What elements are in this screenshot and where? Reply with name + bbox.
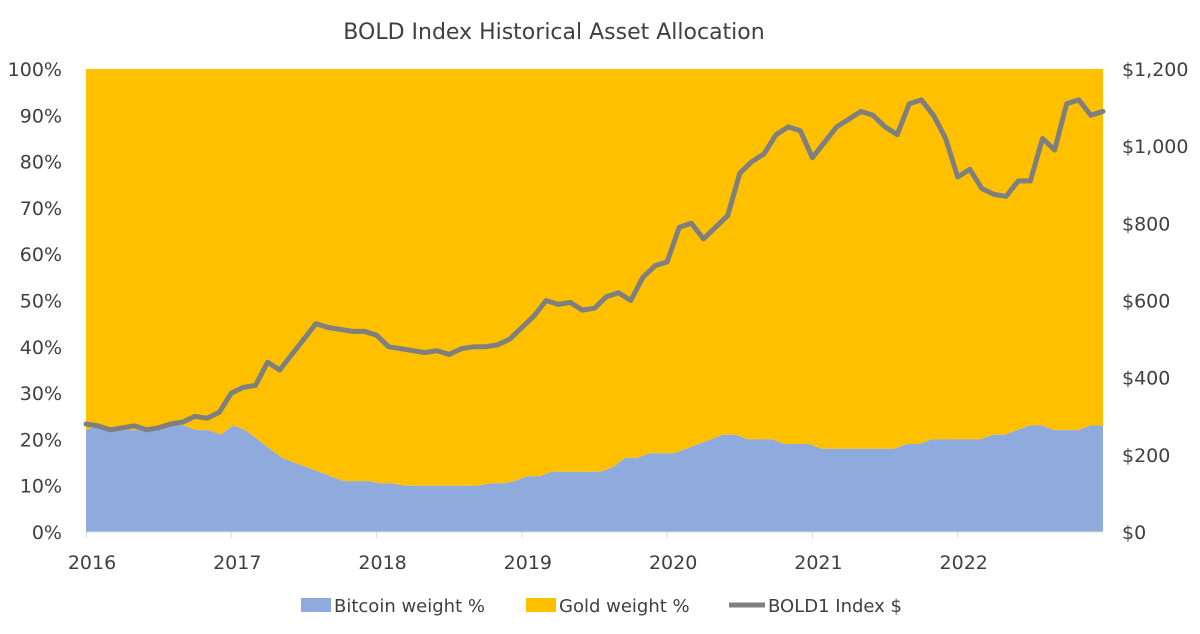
x-tick-label: 2020: [649, 552, 697, 574]
y-left-tick-label: 60%: [20, 244, 62, 266]
plot-lines: [83, 97, 1106, 433]
legend-label: Gold weight %: [559, 596, 690, 617]
y-left-tick-label: 30%: [20, 383, 62, 405]
legend: Bitcoin weight % Gold weight % BOLD1 Index…: [301, 596, 902, 617]
x-tick-label: 2016: [68, 552, 116, 574]
y-right-tick-label: $1,200: [1122, 59, 1188, 81]
x-tick-label: 2018: [358, 552, 406, 574]
plot-areas: [86, 69, 1103, 532]
x-tick-label: 2021: [794, 552, 842, 574]
y-left-tick-label: 70%: [20, 198, 62, 220]
legend-swatch: [526, 598, 556, 612]
legend-label: Bitcoin weight %: [334, 596, 485, 617]
bitcoin-weight-area: [86, 425, 1103, 532]
legend-label: BOLD1 Index $: [768, 596, 902, 617]
legend-swatch: [301, 598, 331, 612]
y-left-tick-label: 80%: [20, 152, 62, 174]
x-tick-label: 2017: [213, 552, 261, 574]
x-tick-label: 2022: [940, 552, 988, 574]
y-right-tick-label: $200: [1122, 445, 1170, 467]
y-left-tick-label: 50%: [20, 291, 62, 313]
y-left-tick-label: 100%: [8, 59, 62, 81]
x-tick-label: 2019: [504, 552, 552, 574]
chart-title: BOLD Index Historical Asset Allocation: [343, 20, 764, 45]
y-right-tick-label: $800: [1122, 213, 1170, 235]
y-left-tick-label: 90%: [20, 105, 62, 127]
y-right-tick-label: $600: [1122, 291, 1170, 313]
y-left-tick-label: 20%: [20, 429, 62, 451]
gold-weight-area: [86, 69, 1103, 486]
y-left-tick-label: 10%: [20, 476, 62, 498]
y-left-tick-label: 0%: [32, 522, 62, 544]
y-right-tick-label: $400: [1122, 368, 1170, 390]
y-right-tick-label: $1,000: [1122, 136, 1188, 158]
bold1-index-line: [83, 97, 1106, 433]
y-right-tick-label: $0: [1122, 522, 1146, 544]
axes: 0% 10% 20% 30% 40% 50% 60% 70% 80% 90% 100% $0 $200 $…: [8, 59, 1189, 574]
y-left-tick-label: 40%: [20, 337, 62, 359]
